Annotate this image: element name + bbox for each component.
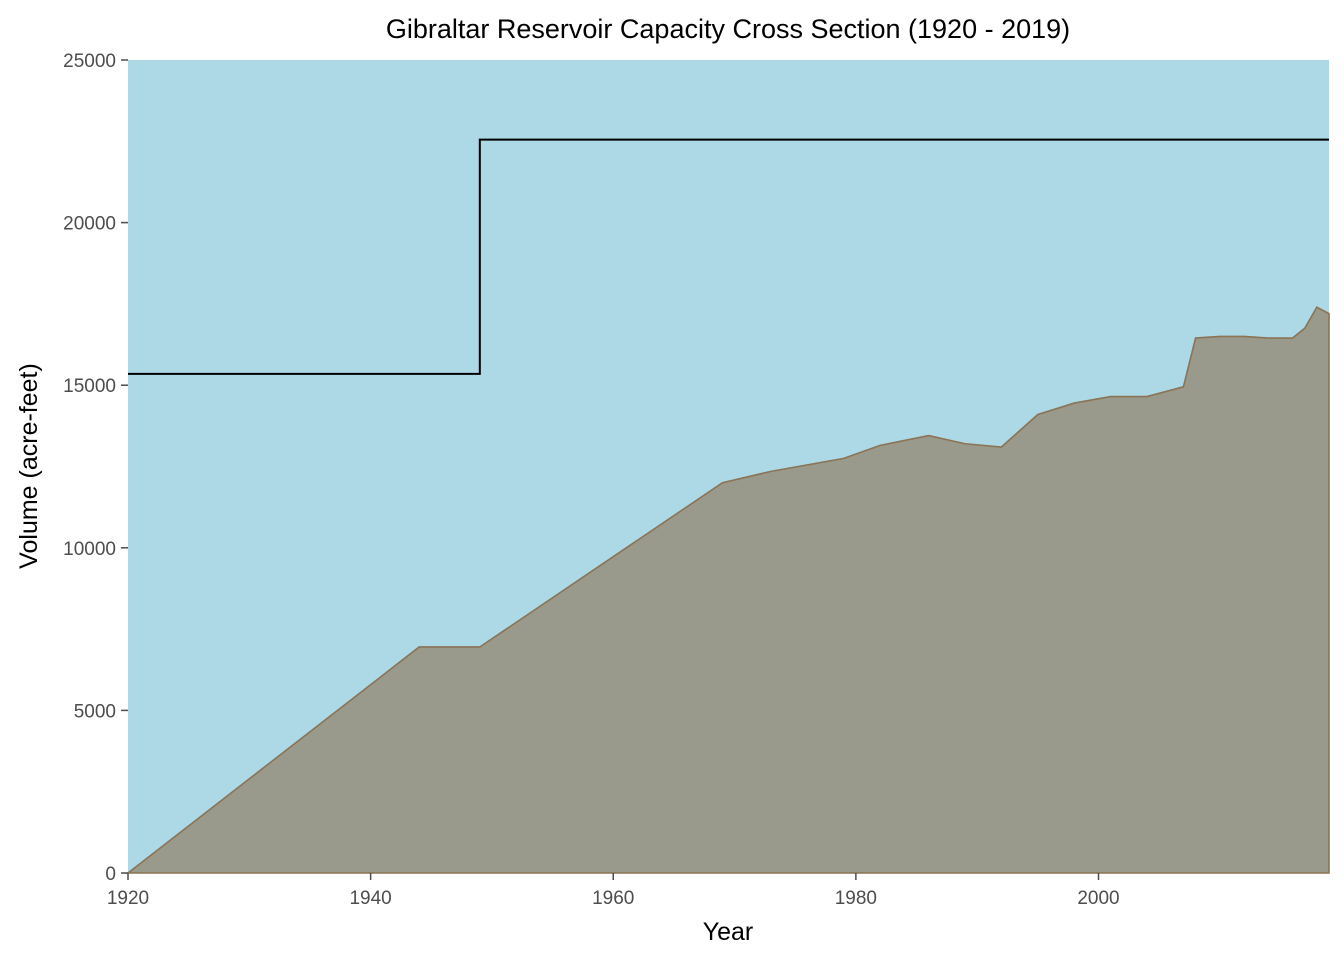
y-tick-label: 20000 xyxy=(63,214,116,235)
x-axis: 1920 1940 1960 1980 2000 xyxy=(107,873,1120,909)
y-tick-label: 0 xyxy=(105,864,116,885)
chart-title: Gibraltar Reservoir Capacity Cross Secti… xyxy=(386,14,1070,44)
x-tick-label: 1940 xyxy=(349,888,391,909)
x-tick-label: 2000 xyxy=(1077,888,1119,909)
y-tick-label: 5000 xyxy=(74,701,116,722)
x-tick-label: 1960 xyxy=(592,888,634,909)
y-tick-label: 10000 xyxy=(63,539,116,560)
y-tick-label: 25000 xyxy=(63,51,116,72)
y-axis: 0 5000 10000 15000 20000 25000 xyxy=(63,51,128,885)
capacity-line xyxy=(128,138,1329,375)
x-axis-title: Year xyxy=(703,918,754,946)
x-tick-label: 1980 xyxy=(835,888,877,909)
y-tick-label: 15000 xyxy=(63,376,116,397)
sediment-area xyxy=(125,306,1330,874)
x-tick-label: 1920 xyxy=(107,888,149,909)
y-axis-title: Volume (acre-feet) xyxy=(15,363,43,569)
